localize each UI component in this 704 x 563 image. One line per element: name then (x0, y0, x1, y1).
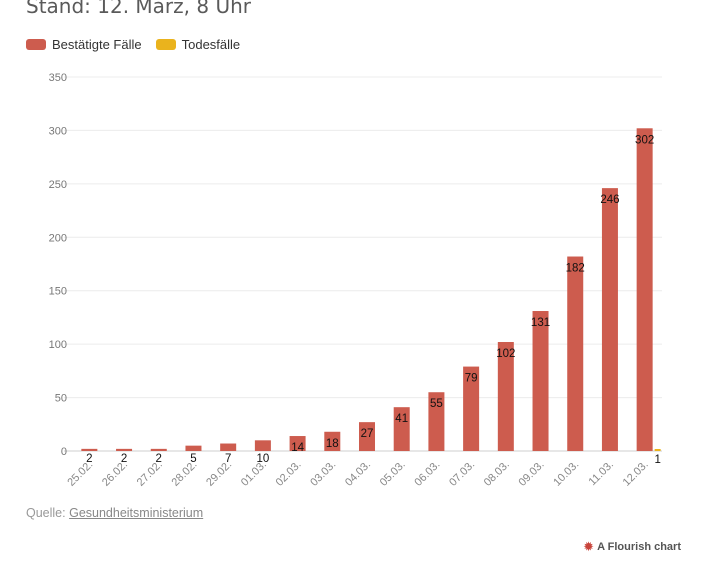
flourish-icon: ✹ (583, 539, 595, 554)
source-prefix: Quelle: (26, 506, 66, 520)
bar-confirmed-13 (532, 311, 549, 451)
data-label-confirmed-1: 2 (121, 453, 127, 465)
y-tick-label-250: 250 (49, 179, 67, 191)
x-tick-label-14: 10.03. (551, 459, 581, 489)
x-tick-label-12: 08.03. (482, 459, 512, 489)
x-tick-label-4: 29.02. (204, 459, 234, 489)
x-tick-label-13: 09.03. (517, 459, 547, 489)
x-tick-label-11: 07.03. (447, 459, 477, 489)
legend-swatch-confirmed (26, 39, 46, 50)
data-label-confirmed-0: 2 (86, 453, 92, 465)
y-tick-label-200: 200 (49, 232, 67, 244)
flourish-credit-label: A Flourish chart (597, 540, 681, 553)
bar-confirmed-15 (601, 188, 618, 452)
chart-subtitle: Stand: 12. März, 8 Uhr (26, 0, 251, 18)
bar-confirmed-12 (497, 342, 514, 451)
data-label-confirmed-10: 55 (430, 398, 443, 410)
bar-confirmed-0 (81, 448, 98, 451)
bar-confirmed-11 (463, 366, 480, 451)
chart-legend: Bestätigte Fälle Todesfälle (26, 37, 240, 52)
data-label-confirmed-3: 5 (190, 453, 196, 465)
x-tick-label-6: 02.03. (274, 459, 304, 489)
legend-item-deaths[interactable]: Todesfälle (155, 37, 241, 52)
bar-confirmed-3 (185, 445, 202, 451)
bar-confirmed-5 (254, 440, 271, 451)
data-label-confirmed-15: 246 (600, 194, 619, 206)
x-tick-label-1: 26.02. (100, 459, 130, 489)
x-tick-label-10: 06.03. (412, 459, 442, 489)
y-tick-label-100: 100 (49, 339, 67, 351)
y-tick-label-300: 300 (49, 125, 67, 137)
flourish-credit[interactable]: ✹ A Flourish chart (583, 540, 681, 553)
legend-swatch-deaths (155, 39, 176, 50)
bar-confirmed-1 (116, 448, 133, 451)
data-label-confirmed-4: 7 (225, 453, 231, 465)
source-link[interactable]: Gesundheitsministerium (69, 506, 204, 520)
y-tick-label-350: 350 (49, 72, 67, 84)
bar-confirmed-7 (324, 431, 341, 451)
x-tick-label-7: 03.03. (308, 459, 338, 489)
bar-confirmed-8 (359, 422, 375, 451)
bar-confirmed-2 (150, 448, 167, 451)
data-label-confirmed-7: 18 (326, 438, 339, 450)
data-label-deaths-16: 1 (654, 454, 660, 466)
bar-confirmed-10 (428, 392, 445, 451)
y-tick-label-50: 50 (55, 393, 67, 405)
legend-label-deaths: Todesfälle (181, 37, 241, 52)
source-note: Quelle: Gesundheitsministerium (26, 506, 203, 520)
data-label-confirmed-5: 10 (256, 453, 269, 465)
bar-confirmed-4 (220, 443, 237, 451)
x-tick-label-16: 12.03. (621, 459, 651, 489)
legend-item-confirmed[interactable]: Bestätigte Fälle (26, 37, 142, 52)
x-tick-label-3: 28.02. (169, 459, 199, 489)
bar-confirmed-14 (567, 256, 584, 451)
y-tick-label-0: 0 (61, 446, 67, 458)
data-label-confirmed-14: 182 (566, 263, 585, 275)
x-tick-label-0: 25.02. (65, 459, 95, 489)
bar-deaths-16 (654, 449, 661, 451)
x-tick-label-5: 01.03. (239, 459, 269, 489)
y-tick-label-150: 150 (49, 286, 67, 298)
x-tick-label-15: 11.03. (587, 459, 617, 489)
data-label-confirmed-8: 27 (361, 428, 374, 440)
data-label-confirmed-2: 2 (156, 453, 162, 465)
x-tick-label-8: 04.03. (343, 459, 373, 489)
bar-confirmed-16 (636, 128, 653, 451)
data-label-confirmed-12: 102 (496, 348, 515, 360)
legend-label-confirmed: Bestätigte Fälle (52, 37, 142, 52)
bar-confirmed-6 (289, 436, 306, 451)
data-label-confirmed-9: 41 (395, 413, 408, 425)
x-tick-label-2: 27.02. (135, 459, 165, 489)
data-label-confirmed-16: 302 (635, 134, 654, 146)
bar-confirmed-9 (393, 407, 410, 451)
data-label-confirmed-11: 79 (465, 373, 478, 385)
x-tick-label-9: 05.03. (378, 459, 408, 489)
data-label-confirmed-6: 14 (291, 442, 304, 454)
data-label-confirmed-13: 131 (531, 317, 550, 329)
